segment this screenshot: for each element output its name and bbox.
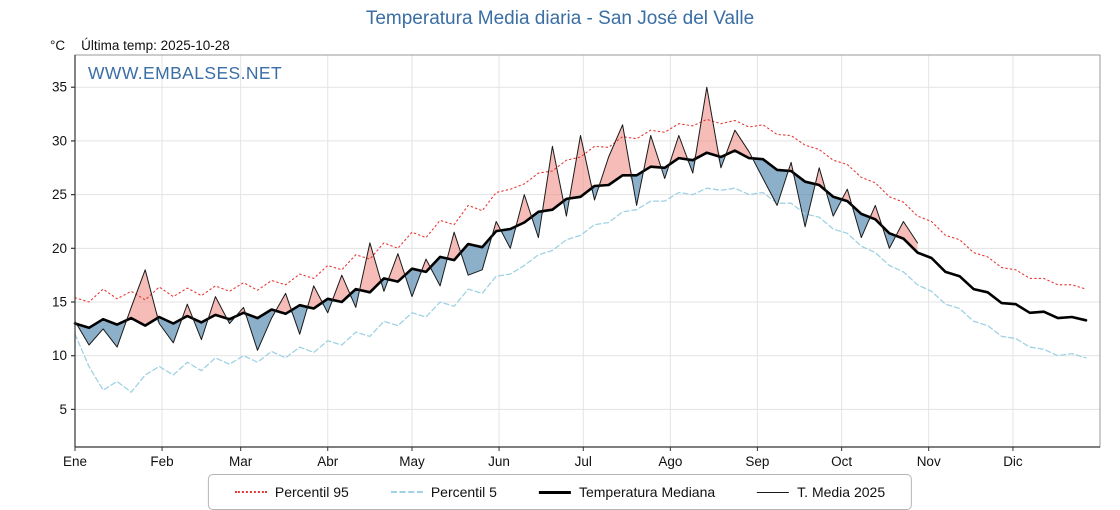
- last-temp-label: Última temp: 2025-10-28: [81, 38, 230, 53]
- legend-label-t-media-2025: T. Media 2025: [797, 484, 886, 500]
- series-t-media-2025: [74, 86, 918, 351]
- plot-border: [74, 54, 1101, 448]
- fill-below-median: [75, 150, 918, 351]
- legend-sample-percentil-5: [390, 491, 423, 493]
- y-tick-label: 35: [52, 80, 67, 95]
- y-tick-label: 15: [52, 295, 67, 310]
- x-tick-label: Jun: [488, 454, 510, 469]
- legend: Percentil 95 Percentil 5 Temperatura Media…: [207, 474, 913, 510]
- x-tick-label: Ene: [63, 454, 87, 469]
- legend-sample-percentil-95: [234, 491, 267, 493]
- y-axis-unit-label: °C: [50, 38, 66, 53]
- y-tick-label: 25: [52, 187, 67, 202]
- chart-title: Temperatura Media diaria - San José del …: [365, 8, 755, 29]
- legend-sample-t-media-2025: [757, 491, 790, 493]
- x-tick-label: Sep: [745, 454, 769, 469]
- legend-item-temperatura-mediana: Temperatura Mediana: [538, 484, 716, 500]
- y-tick-label: 30: [52, 133, 67, 148]
- x-tick-label: May: [399, 454, 425, 469]
- x-tick-label: Jul: [575, 454, 592, 469]
- x-tick-label: Dic: [1003, 454, 1023, 469]
- y-tick-label: 10: [52, 348, 67, 363]
- legend-label-percentil-95: Percentil 95: [274, 484, 349, 500]
- x-tick-label: Nov: [917, 454, 941, 469]
- series-percentil-5: [74, 187, 1087, 393]
- y-tick-label: 5: [59, 402, 67, 417]
- x-tick-label: Abr: [317, 454, 339, 469]
- x-tick-label: Mar: [229, 454, 253, 469]
- axis-labels: 5 10 15 20 25 30 35 Ene Feb Mar Abr May Jun Jul Ago Sep…: [52, 80, 1023, 469]
- watermark: WWW.EMBALSES.NET: [88, 63, 283, 83]
- x-tick-label: Feb: [150, 454, 173, 469]
- y-tick-label: 20: [52, 241, 67, 256]
- x-tick-label: Ago: [658, 454, 682, 469]
- legend-item-t-media-2025: T. Media 2025: [757, 484, 885, 500]
- legend-item-percentil-95: Percentil 95: [234, 484, 349, 500]
- legend-sample-temperatura-mediana: [538, 490, 571, 494]
- legend-label-percentil-5: Percentil 5: [430, 484, 497, 500]
- grid: [74, 55, 1100, 447]
- x-tick-label: Oct: [831, 454, 852, 469]
- legend-label-temperatura-mediana: Temperatura Mediana: [578, 484, 716, 500]
- series-temperatura-mediana: [73, 149, 1088, 330]
- fill-above-median: [75, 87, 918, 328]
- legend-item-percentil-5: Percentil 5: [390, 484, 497, 500]
- chart-subheader: °C Última temp: 2025-10-28: [50, 38, 230, 53]
